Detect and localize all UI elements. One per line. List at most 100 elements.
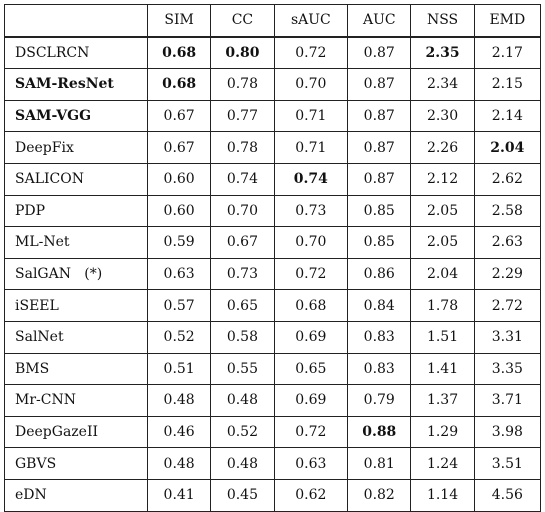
metric-value-cell: 0.65 — [210, 289, 275, 322]
model-name-cell: GBVS — [4, 447, 148, 480]
metric-value-cell: 0.68 — [146, 35, 212, 70]
metric-value-cell: 2.72 — [473, 289, 542, 322]
metric-value-cell: 0.74 — [273, 162, 349, 196]
metric-value-cell: 0.86 — [347, 257, 412, 291]
metric-value-cell: 0.78 — [210, 131, 275, 164]
metric-value-cell: 4.56 — [473, 478, 542, 512]
metric-value-cell: 0.84 — [347, 289, 412, 322]
metric-value-cell: 0.87 — [347, 68, 412, 101]
metric-value-cell: 0.48 — [146, 447, 212, 480]
metric-value-cell: 2.62 — [473, 162, 542, 196]
metric-value-cell: 1.41 — [410, 352, 475, 386]
metric-value-cell: 0.79 — [347, 384, 412, 417]
model-name-cell: SALICON — [4, 162, 148, 196]
metric-value-cell: 2.05 — [410, 194, 475, 228]
model-name-cell: DeepGazeII — [4, 415, 148, 449]
table-row: GBVS 0.48 0.48 0.63 0.81 1.24 3.51 — [4, 447, 542, 480]
metric-value-cell: 2.05 — [410, 226, 475, 259]
table-body: DSCLRCN 0.68 0.80 0.72 0.87 2.35 2.17 SAM-ResNe… — [4, 35, 542, 512]
table-row: SAM-ResNet 0.68 0.78 0.70 0.87 2.34 2.15 — [4, 68, 542, 101]
metric-value-cell: 2.58 — [473, 194, 542, 228]
model-name-cell: SAM-VGG — [4, 99, 148, 133]
metric-value-cell: 0.85 — [347, 194, 412, 228]
model-name-cell: SalGAN (*) — [4, 257, 148, 291]
metric-value-cell: 2.26 — [410, 131, 475, 164]
metric-value-cell: 0.70 — [210, 194, 275, 228]
metric-value-cell: 3.31 — [473, 320, 542, 354]
metric-value-cell: 0.87 — [347, 35, 412, 70]
metric-value-cell: 0.77 — [210, 99, 275, 133]
metric-value-cell: 3.71 — [473, 384, 542, 417]
table-row: iSEEL 0.57 0.65 0.68 0.84 1.78 2.72 — [4, 289, 542, 322]
table-row: DeepGazeII 0.46 0.52 0.72 0.88 1.29 3.98 — [4, 415, 542, 449]
column-header-emd: EMD — [473, 3, 542, 38]
metric-value-cell: 0.45 — [210, 478, 275, 512]
metric-value-cell: 0.83 — [347, 352, 412, 386]
results-table-container: SIM CC sAUC AUC NSS EMD DSCLRCN 0.68 0.80 0… — [4, 3, 542, 512]
metric-value-cell: 0.68 — [146, 68, 212, 101]
metric-value-cell: 2.35 — [410, 35, 475, 70]
metric-value-cell: 0.73 — [273, 194, 349, 228]
metric-value-cell: 0.52 — [146, 320, 212, 354]
table-row: SalGAN (*) 0.63 0.73 0.72 0.86 2.04 2.29 — [4, 257, 542, 291]
model-name-cell: DSCLRCN — [4, 35, 148, 70]
table-row: Mr-CNN 0.48 0.48 0.69 0.79 1.37 3.71 — [4, 384, 542, 417]
metric-value-cell: 0.78 — [210, 68, 275, 101]
metric-value-cell: 1.29 — [410, 415, 475, 449]
column-header-sauc: sAUC — [273, 3, 349, 38]
metric-value-cell: 0.59 — [146, 226, 212, 259]
table-row: SALICON 0.60 0.74 0.74 0.87 2.12 2.62 — [4, 162, 542, 196]
table-row: DSCLRCN 0.68 0.80 0.72 0.87 2.35 2.17 — [4, 35, 542, 70]
metric-value-cell: 2.30 — [410, 99, 475, 133]
metric-value-cell: 0.67 — [146, 99, 212, 133]
metric-value-cell: 0.63 — [146, 257, 212, 291]
metric-value-cell: 0.87 — [347, 99, 412, 133]
metric-value-cell: 0.80 — [210, 35, 275, 70]
table-row: eDN 0.41 0.45 0.62 0.82 1.14 4.56 — [4, 478, 542, 512]
metric-value-cell: 3.98 — [473, 415, 542, 449]
metric-value-cell: 0.69 — [273, 384, 349, 417]
table-row: DeepFix 0.67 0.78 0.71 0.87 2.26 2.04 — [4, 131, 542, 164]
column-header-corner — [4, 3, 148, 38]
metric-value-cell: 0.83 — [347, 320, 412, 354]
metric-value-cell: 0.68 — [273, 289, 349, 322]
metric-value-cell: 2.34 — [410, 68, 475, 101]
metric-value-cell: 0.70 — [273, 68, 349, 101]
metric-value-cell: 0.48 — [210, 384, 275, 417]
metric-value-cell: 0.71 — [273, 131, 349, 164]
metric-value-cell: 2.15 — [473, 68, 542, 101]
metric-value-cell: 0.41 — [146, 478, 212, 512]
metric-value-cell: 0.46 — [146, 415, 212, 449]
column-header-sim: SIM — [146, 3, 212, 38]
metric-value-cell: 2.29 — [473, 257, 542, 291]
metric-value-cell: 0.72 — [273, 257, 349, 291]
metric-value-cell: 0.81 — [347, 447, 412, 480]
metric-value-cell: 1.78 — [410, 289, 475, 322]
model-name-cell: ML-Net — [4, 226, 148, 259]
model-name-cell: DeepFix — [4, 131, 148, 164]
metric-value-cell: 2.17 — [473, 35, 542, 70]
metric-value-cell: 0.82 — [347, 478, 412, 512]
metric-value-cell: 0.60 — [146, 194, 212, 228]
model-name-cell: PDP — [4, 194, 148, 228]
metric-value-cell: 0.51 — [146, 352, 212, 386]
metric-value-cell: 2.12 — [410, 162, 475, 196]
metric-value-cell: 0.87 — [347, 162, 412, 196]
metric-value-cell: 1.24 — [410, 447, 475, 480]
metric-value-cell: 0.88 — [347, 415, 412, 449]
metric-value-cell: 0.57 — [146, 289, 212, 322]
metric-value-cell: 0.69 — [273, 320, 349, 354]
metric-value-cell: 0.67 — [210, 226, 275, 259]
metric-value-cell: 0.87 — [347, 131, 412, 164]
metric-value-cell: 0.74 — [210, 162, 275, 196]
metric-value-cell: 0.65 — [273, 352, 349, 386]
model-name-cell: SalNet — [4, 320, 148, 354]
metric-value-cell: 0.52 — [210, 415, 275, 449]
metric-value-cell: 0.55 — [210, 352, 275, 386]
metric-value-cell: 0.85 — [347, 226, 412, 259]
metric-value-cell: 2.14 — [473, 99, 542, 133]
metric-value-cell: 0.63 — [273, 447, 349, 480]
metric-value-cell: 0.67 — [146, 131, 212, 164]
metric-value-cell: 0.70 — [273, 226, 349, 259]
table-row: SAM-VGG 0.67 0.77 0.71 0.87 2.30 2.14 — [4, 99, 542, 133]
